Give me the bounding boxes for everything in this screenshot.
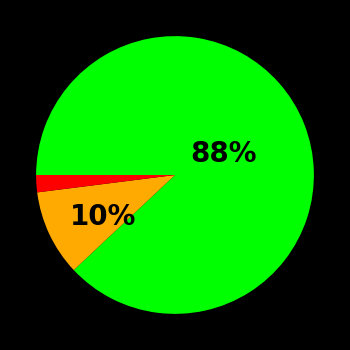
Wedge shape (37, 175, 175, 270)
Wedge shape (36, 36, 314, 314)
Text: 88%: 88% (190, 140, 257, 168)
Wedge shape (36, 175, 175, 192)
Text: 10%: 10% (70, 203, 136, 231)
